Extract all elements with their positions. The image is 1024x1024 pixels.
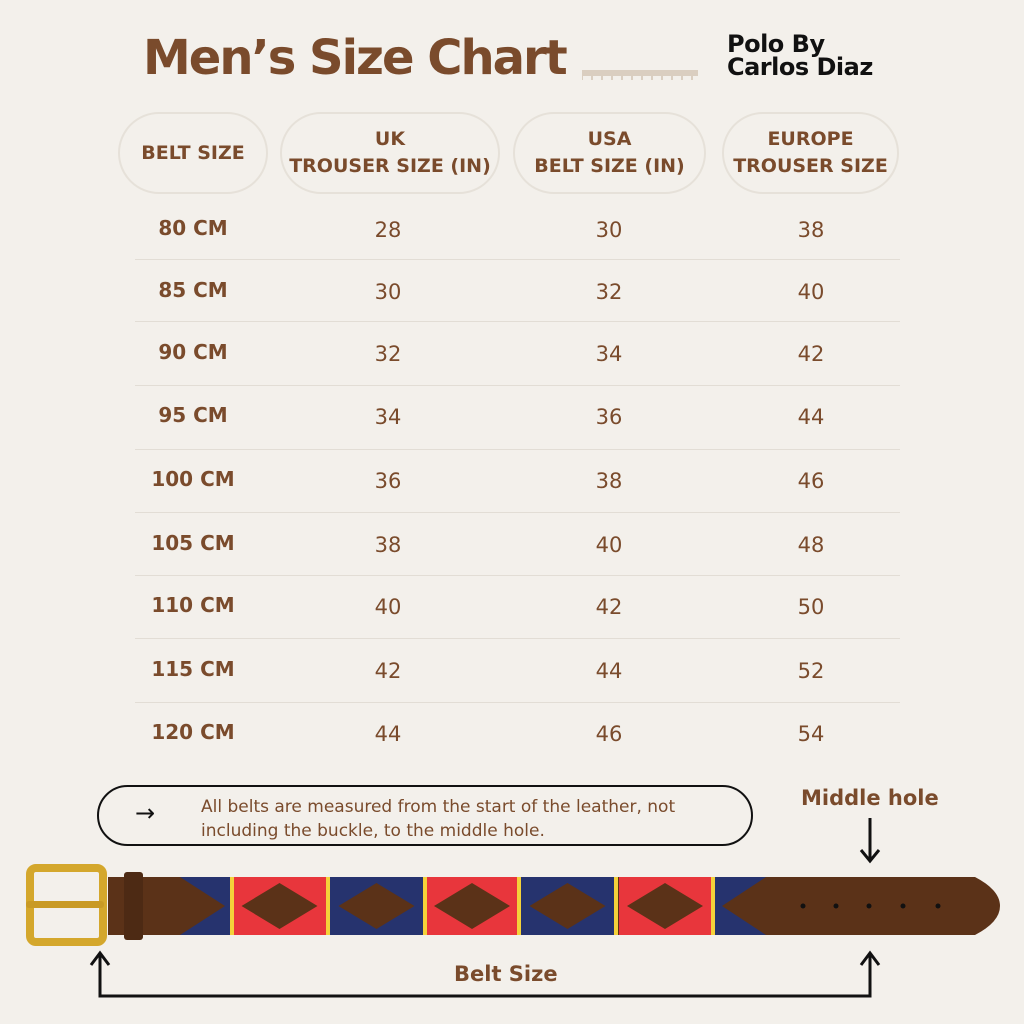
pattern-diamond xyxy=(627,883,703,929)
ruler-icon xyxy=(582,70,698,80)
table-cell: 40 xyxy=(797,280,825,304)
page-title: Men’s Size Chart xyxy=(143,30,568,86)
column-header-line1: BELT SIZE xyxy=(141,141,245,164)
table-cell: 80 CM xyxy=(158,216,228,240)
measurement-note: → All belts are measured from the start … xyxy=(97,785,753,846)
table-cell: 40 xyxy=(374,595,402,619)
row-divider xyxy=(135,321,900,322)
column-header: USA BELT SIZE (IN) xyxy=(513,112,706,194)
middle-hole-label: Middle hole xyxy=(801,786,939,810)
table-cell: 44 xyxy=(595,659,623,683)
brand-logo: Polo By Carlos Diaz xyxy=(727,30,873,81)
table-cell: 90 CM xyxy=(158,340,228,364)
table-cell: 85 CM xyxy=(158,278,228,302)
table-cell: 95 CM xyxy=(158,403,228,427)
pattern-stripe xyxy=(326,877,330,935)
column-header-line2: TROUSER SIZE xyxy=(733,155,888,177)
table-cell: 32 xyxy=(595,280,623,304)
pattern-diamond xyxy=(241,883,318,929)
table-cell: 110 CM xyxy=(151,593,235,617)
table-cell: 48 xyxy=(797,533,825,557)
pattern-stripe xyxy=(423,877,427,935)
row-divider xyxy=(135,449,900,450)
table-cell: 34 xyxy=(374,405,402,429)
table-cell: 34 xyxy=(595,342,623,366)
column-header: BELT SIZE xyxy=(118,112,268,194)
pattern-leather-point xyxy=(180,877,225,935)
column-header-line2: TROUSER SIZE (IN) xyxy=(289,155,491,177)
pattern-stripe xyxy=(614,877,618,935)
table-cell: 28 xyxy=(374,218,402,242)
pattern-diamond xyxy=(529,883,606,929)
row-divider xyxy=(135,385,900,386)
column-header: EUROPE TROUSER SIZE xyxy=(722,112,899,194)
pattern-diamond xyxy=(434,883,510,929)
middle-hole-arrow-icon xyxy=(859,818,881,864)
table-cell: 36 xyxy=(374,469,402,493)
column-header-line1: USA xyxy=(587,128,632,150)
table-cell: 54 xyxy=(797,722,825,746)
row-divider xyxy=(135,259,900,260)
table-cell: 38 xyxy=(595,469,623,493)
table-cell: 42 xyxy=(595,595,623,619)
pattern-stripe xyxy=(230,877,234,935)
table-cell: 36 xyxy=(595,405,623,429)
table-cell: 105 CM xyxy=(151,531,235,555)
table-cell: 46 xyxy=(797,469,825,493)
row-divider xyxy=(135,638,900,639)
table-cell: 30 xyxy=(595,218,623,242)
column-header-line1: EUROPE xyxy=(767,128,854,150)
table-cell: 100 CM xyxy=(151,467,235,491)
table-cell: 115 CM xyxy=(151,657,235,681)
table-cell: 40 xyxy=(595,533,623,557)
belt-pattern xyxy=(180,877,770,935)
arrow-right-icon: → xyxy=(135,799,156,827)
row-divider xyxy=(135,512,900,513)
table-cell: 32 xyxy=(374,342,402,366)
note-text: All belts are measured from the start of… xyxy=(201,797,676,841)
pattern-stripe xyxy=(517,877,521,935)
row-divider xyxy=(135,575,900,576)
table-cell: 44 xyxy=(797,405,825,429)
belt-holes xyxy=(800,903,941,909)
table-cell: 38 xyxy=(374,533,402,557)
table-cell: 30 xyxy=(374,280,402,304)
row-divider xyxy=(135,702,900,703)
belt-size-bracket-icon xyxy=(89,950,881,998)
brand-line-1: Polo By xyxy=(727,30,825,58)
table-cell: 38 xyxy=(797,218,825,242)
column-header-line2: BELT SIZE (IN) xyxy=(534,155,685,177)
belt-keeper xyxy=(124,872,143,940)
table-cell: 44 xyxy=(374,722,402,746)
table-cell: 120 CM xyxy=(151,720,235,744)
table-cell: 42 xyxy=(374,659,402,683)
buckle-icon xyxy=(26,864,107,946)
column-header: UK TROUSER SIZE (IN) xyxy=(280,112,500,194)
brand-line-2: Carlos Diaz xyxy=(727,53,873,81)
table-cell: 50 xyxy=(797,595,825,619)
pattern-stripe xyxy=(711,877,715,935)
table-cell: 42 xyxy=(797,342,825,366)
belt-size-label: Belt Size xyxy=(454,962,558,986)
table-cell: 46 xyxy=(595,722,623,746)
column-header-line1: UK xyxy=(374,128,406,150)
pattern-diamond xyxy=(338,883,415,929)
table-cell: 52 xyxy=(797,659,825,683)
pattern-leather-point xyxy=(722,877,770,935)
